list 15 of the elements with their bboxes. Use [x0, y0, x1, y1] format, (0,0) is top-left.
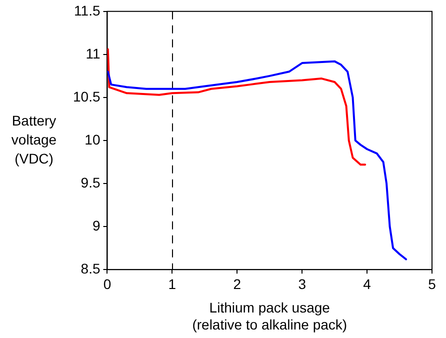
y-tick-label: 10.5 [73, 88, 100, 104]
x-tick-label: 4 [363, 276, 372, 292]
y-tick-label: 8.5 [80, 260, 100, 276]
y-tick-label: 11 [86, 45, 100, 62]
y-tick-label: 9 [92, 217, 100, 234]
x-axis-title: Lithium pack usage (relative to alkaline pack) [192, 300, 348, 332]
x-tick-label: 3 [298, 276, 306, 292]
x-tick-label: 1 [168, 276, 176, 292]
y-tick-label: 9.5 [80, 174, 100, 190]
y-tick-label: 10 [84, 131, 100, 148]
x-tick-label: 0 [103, 276, 112, 292]
y-tick-label: 11.5 [74, 2, 100, 18]
y-axis-title: Battery voltage (VDC) [11, 112, 57, 166]
x-tick-label: 5 [428, 276, 436, 292]
x-tick-label: 2 [233, 276, 242, 292]
